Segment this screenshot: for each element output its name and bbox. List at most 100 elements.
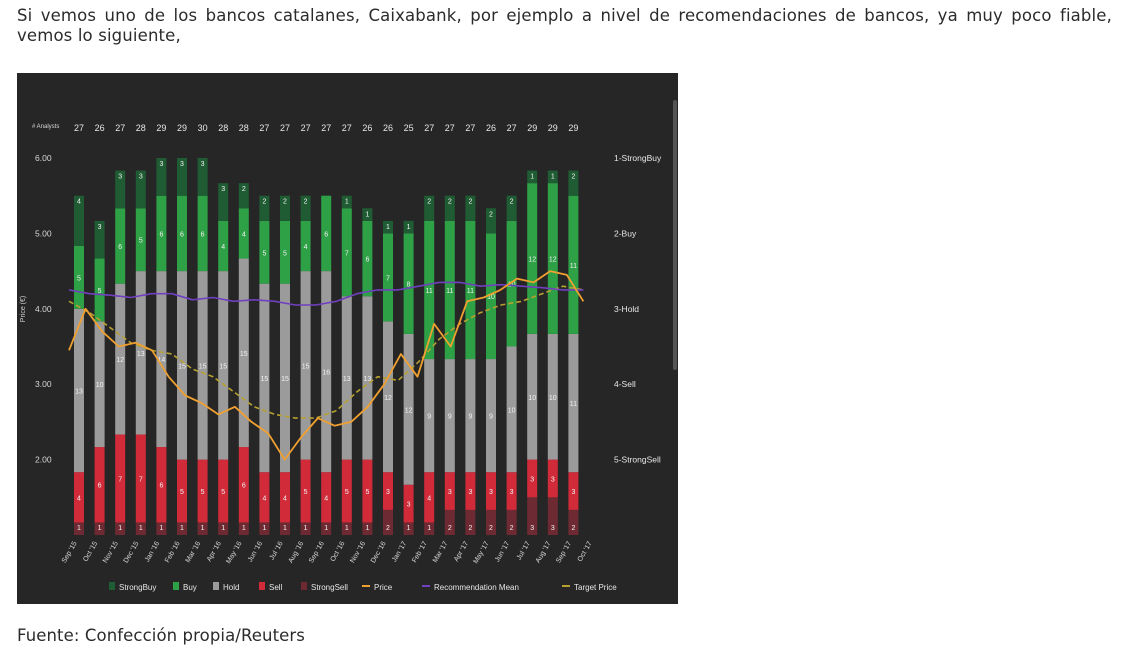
bar-buy <box>115 208 126 284</box>
bar-buy <box>218 220 229 272</box>
bar-value-label: 1 <box>345 525 349 532</box>
bar-value-label: 15 <box>281 376 289 383</box>
bar-value-label: 2 <box>468 525 472 532</box>
analyst-count: 27 <box>74 123 84 133</box>
bar-value-label: 15 <box>302 363 310 370</box>
recommendations-chart: Price (€) 6.00 5.00 4.00 3.00 2.00 1-StrongBuy… <box>17 73 678 604</box>
bar-value-label: 3 <box>530 476 534 483</box>
bar-value-label: 2 <box>427 199 431 206</box>
source-caption: Fuente: Confección propia/Reuters <box>17 626 305 645</box>
bar-value-label: 8 <box>407 282 411 289</box>
bar-value-label: 1 <box>324 525 328 532</box>
x-tick-label: Sep '15 <box>61 540 79 564</box>
bar-buy <box>568 195 579 334</box>
bar-sell <box>383 472 393 510</box>
bar-strong-sell <box>403 522 414 535</box>
bar-value-label: 6 <box>159 231 163 238</box>
bar-value-label: 3 <box>489 489 493 496</box>
x-tick-label: May '17 <box>473 540 491 565</box>
x-tick-label: Aug '17 <box>535 540 553 564</box>
y-tick-label: 2.00 <box>35 455 52 465</box>
bar-buy <box>403 233 414 334</box>
x-tick-label: Feb '17 <box>411 540 429 564</box>
right-axis-label: 5-StrongSell <box>614 455 661 465</box>
scrollbar[interactable] <box>673 100 677 370</box>
bar-hold <box>424 359 435 473</box>
legend-label: Price <box>374 583 393 592</box>
bar-hold <box>197 271 208 460</box>
bar-value-label: 3 <box>98 224 102 231</box>
bar-sell <box>465 472 476 510</box>
x-tick-label: Jun '17 <box>494 540 511 563</box>
bar-value-label: 3 <box>551 476 555 483</box>
bar-hold <box>465 359 476 473</box>
x-tick-label: Jan '17 <box>391 540 408 563</box>
bar-strong-buy <box>177 158 187 196</box>
right-axis-label: 2-Buy <box>614 228 637 238</box>
analyst-count: 29 <box>156 123 166 133</box>
analyst-count: 26 <box>362 123 372 133</box>
bar-value-label: 1 <box>427 525 431 532</box>
bar-value-label: 2 <box>571 174 575 181</box>
bar-strong-buy <box>465 195 476 221</box>
analyst-count: 27 <box>321 123 331 133</box>
bar-value-label: 5 <box>77 275 81 282</box>
analyst-count: 27 <box>301 123 311 133</box>
bar-value-label: 15 <box>178 363 186 370</box>
bar-value-label: 6 <box>180 231 184 238</box>
bar-sell <box>527 459 538 498</box>
bar-hold <box>341 296 352 460</box>
bar-buy <box>94 258 105 322</box>
bar-strong-buy <box>362 208 373 221</box>
bar-buy <box>444 220 455 360</box>
legend-label: Buy <box>183 583 197 592</box>
bar-value-label: 5 <box>201 489 205 496</box>
bar-strong-sell <box>547 497 558 535</box>
analyst-count: 26 <box>95 123 105 133</box>
bar-value-label: 5 <box>262 250 266 257</box>
x-tick-label: May '16 <box>225 540 243 565</box>
x-tick-label: Dec '15 <box>123 540 141 564</box>
right-axis-label: 4-Sell <box>614 379 636 389</box>
bar-buy <box>486 233 496 360</box>
bar-value-label: 1 <box>262 525 266 532</box>
bar-strong-sell <box>506 509 517 535</box>
bar-value-label: 3 <box>407 502 411 509</box>
bar-buy <box>321 195 332 272</box>
bar-hold <box>177 271 187 460</box>
legend-swatch <box>109 582 115 590</box>
legend-label: StrongSell <box>311 583 348 592</box>
bar-value-label: 1 <box>304 525 308 532</box>
x-tick-label: Nov '15 <box>102 540 120 564</box>
bar-value-label: 2 <box>242 186 246 193</box>
bar-value-label: 15 <box>199 363 207 370</box>
analysts-label: # Analysts <box>32 124 59 130</box>
bar-value-label: 7 <box>139 476 143 483</box>
price-line <box>68 270 585 461</box>
bar-sell <box>568 472 579 510</box>
bar-value-label: 3 <box>571 489 575 496</box>
bar-strong-sell <box>218 522 229 535</box>
x-tick-label: Feb '16 <box>164 540 182 564</box>
bar-value-label: 6 <box>365 257 369 264</box>
legend-label: Recommendation Mean <box>434 583 519 592</box>
bar-hold <box>156 271 167 448</box>
analyst-count: 29 <box>177 123 187 133</box>
x-tick-label: Mar '16 <box>185 540 203 564</box>
bar-sell <box>486 472 496 510</box>
bar-buy <box>341 208 352 297</box>
bar-sell <box>94 447 105 523</box>
bar-strong-sell <box>465 509 476 535</box>
bar-value-label: 5 <box>345 489 349 496</box>
bar-value-label: 1 <box>77 525 81 532</box>
bar-value-label: 16 <box>322 370 330 377</box>
bar-buy <box>300 220 311 272</box>
bar-sell <box>259 472 270 523</box>
legend-swatch <box>259 582 265 590</box>
bar-value-label: 2 <box>262 199 266 206</box>
bar-value-label: 10 <box>96 382 104 389</box>
bar-buy <box>197 195 208 272</box>
bar-strong-sell <box>197 522 208 535</box>
bar-strong-sell <box>383 509 393 535</box>
bar-value-label: 2 <box>448 199 452 206</box>
